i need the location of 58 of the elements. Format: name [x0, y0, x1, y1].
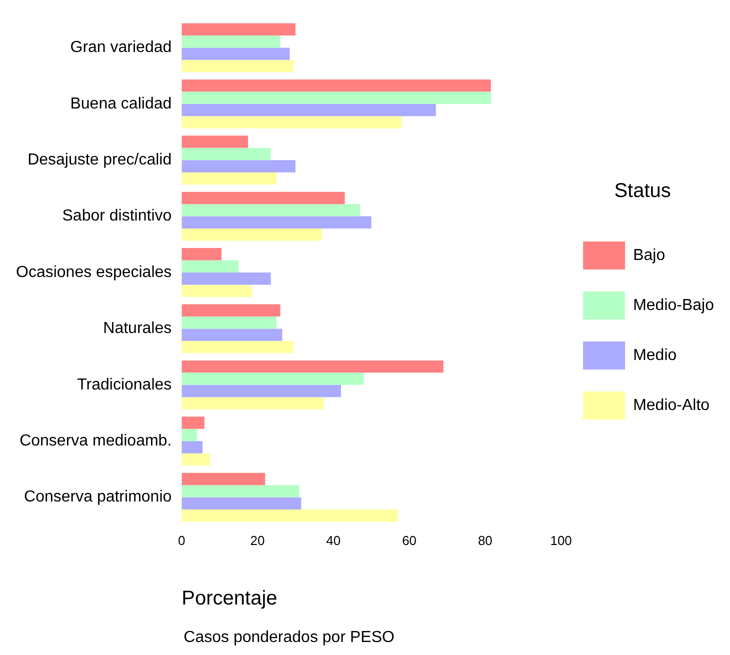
- legend-label: Bajo: [633, 246, 666, 264]
- bar: [182, 260, 239, 272]
- bar: [182, 428, 197, 442]
- bar: [182, 360, 444, 373]
- bar: [182, 441, 203, 454]
- bar: [182, 79, 491, 92]
- bar: [182, 340, 294, 354]
- bar: [182, 453, 210, 466]
- bar: [182, 92, 491, 104]
- bar: [182, 23, 296, 36]
- legend-title: Status: [614, 180, 671, 202]
- bar: [182, 136, 248, 148]
- bar: [182, 192, 345, 204]
- bar: [182, 172, 276, 185]
- legend-label: Medio-Alto: [633, 396, 710, 414]
- x-tick-label: 60: [402, 532, 417, 548]
- x-tick-label: 0: [178, 532, 186, 548]
- bar: [182, 228, 322, 241]
- y-tick-label: Buena calidad: [70, 95, 172, 112]
- bar: [182, 485, 300, 498]
- y-tick-label: Naturales: [103, 320, 172, 338]
- bar: [182, 48, 290, 60]
- bar: [182, 328, 282, 341]
- y-tick-label: Tradicionales: [77, 376, 172, 394]
- bar: [182, 316, 276, 329]
- bar: [182, 304, 280, 316]
- bar: [182, 472, 266, 486]
- bar: [182, 216, 372, 229]
- bar: [182, 248, 222, 260]
- x-tick-label: 80: [478, 532, 492, 548]
- legend-label: Medio-Bajo: [633, 296, 714, 314]
- x-tick-label: 20: [250, 532, 265, 548]
- y-tick-label: Sabor distintivo: [62, 208, 172, 225]
- bar: [182, 384, 341, 398]
- x-axis-title: Porcentaje: [182, 588, 278, 610]
- y-tick-label: Ocasiones especiales: [16, 264, 172, 281]
- bar: [182, 35, 280, 48]
- bar: [182, 272, 271, 285]
- y-tick-label: Gran variedad: [70, 39, 172, 56]
- text: Casos ponderados por PESO: [184, 629, 394, 646]
- y-tick-label: Desajuste prec/calid: [28, 152, 172, 169]
- bar: [182, 497, 302, 510]
- bar: [182, 204, 360, 216]
- bar: [182, 116, 402, 128]
- bar: [182, 104, 436, 116]
- bar: [182, 397, 324, 410]
- bar: [182, 416, 204, 429]
- y-tick-label: Conserva medioamb.: [20, 432, 172, 450]
- y-tick-label: Conserva patrimonio: [24, 488, 172, 506]
- x-tick-label: 100: [550, 532, 572, 548]
- bar: [182, 148, 271, 160]
- bar: [182, 60, 294, 72]
- bar: [182, 372, 364, 385]
- legend-label: Medio: [633, 346, 677, 364]
- bar: [182, 510, 398, 522]
- bar: [182, 284, 252, 297]
- x-tick-label: 40: [326, 532, 341, 548]
- bar: [182, 160, 296, 172]
